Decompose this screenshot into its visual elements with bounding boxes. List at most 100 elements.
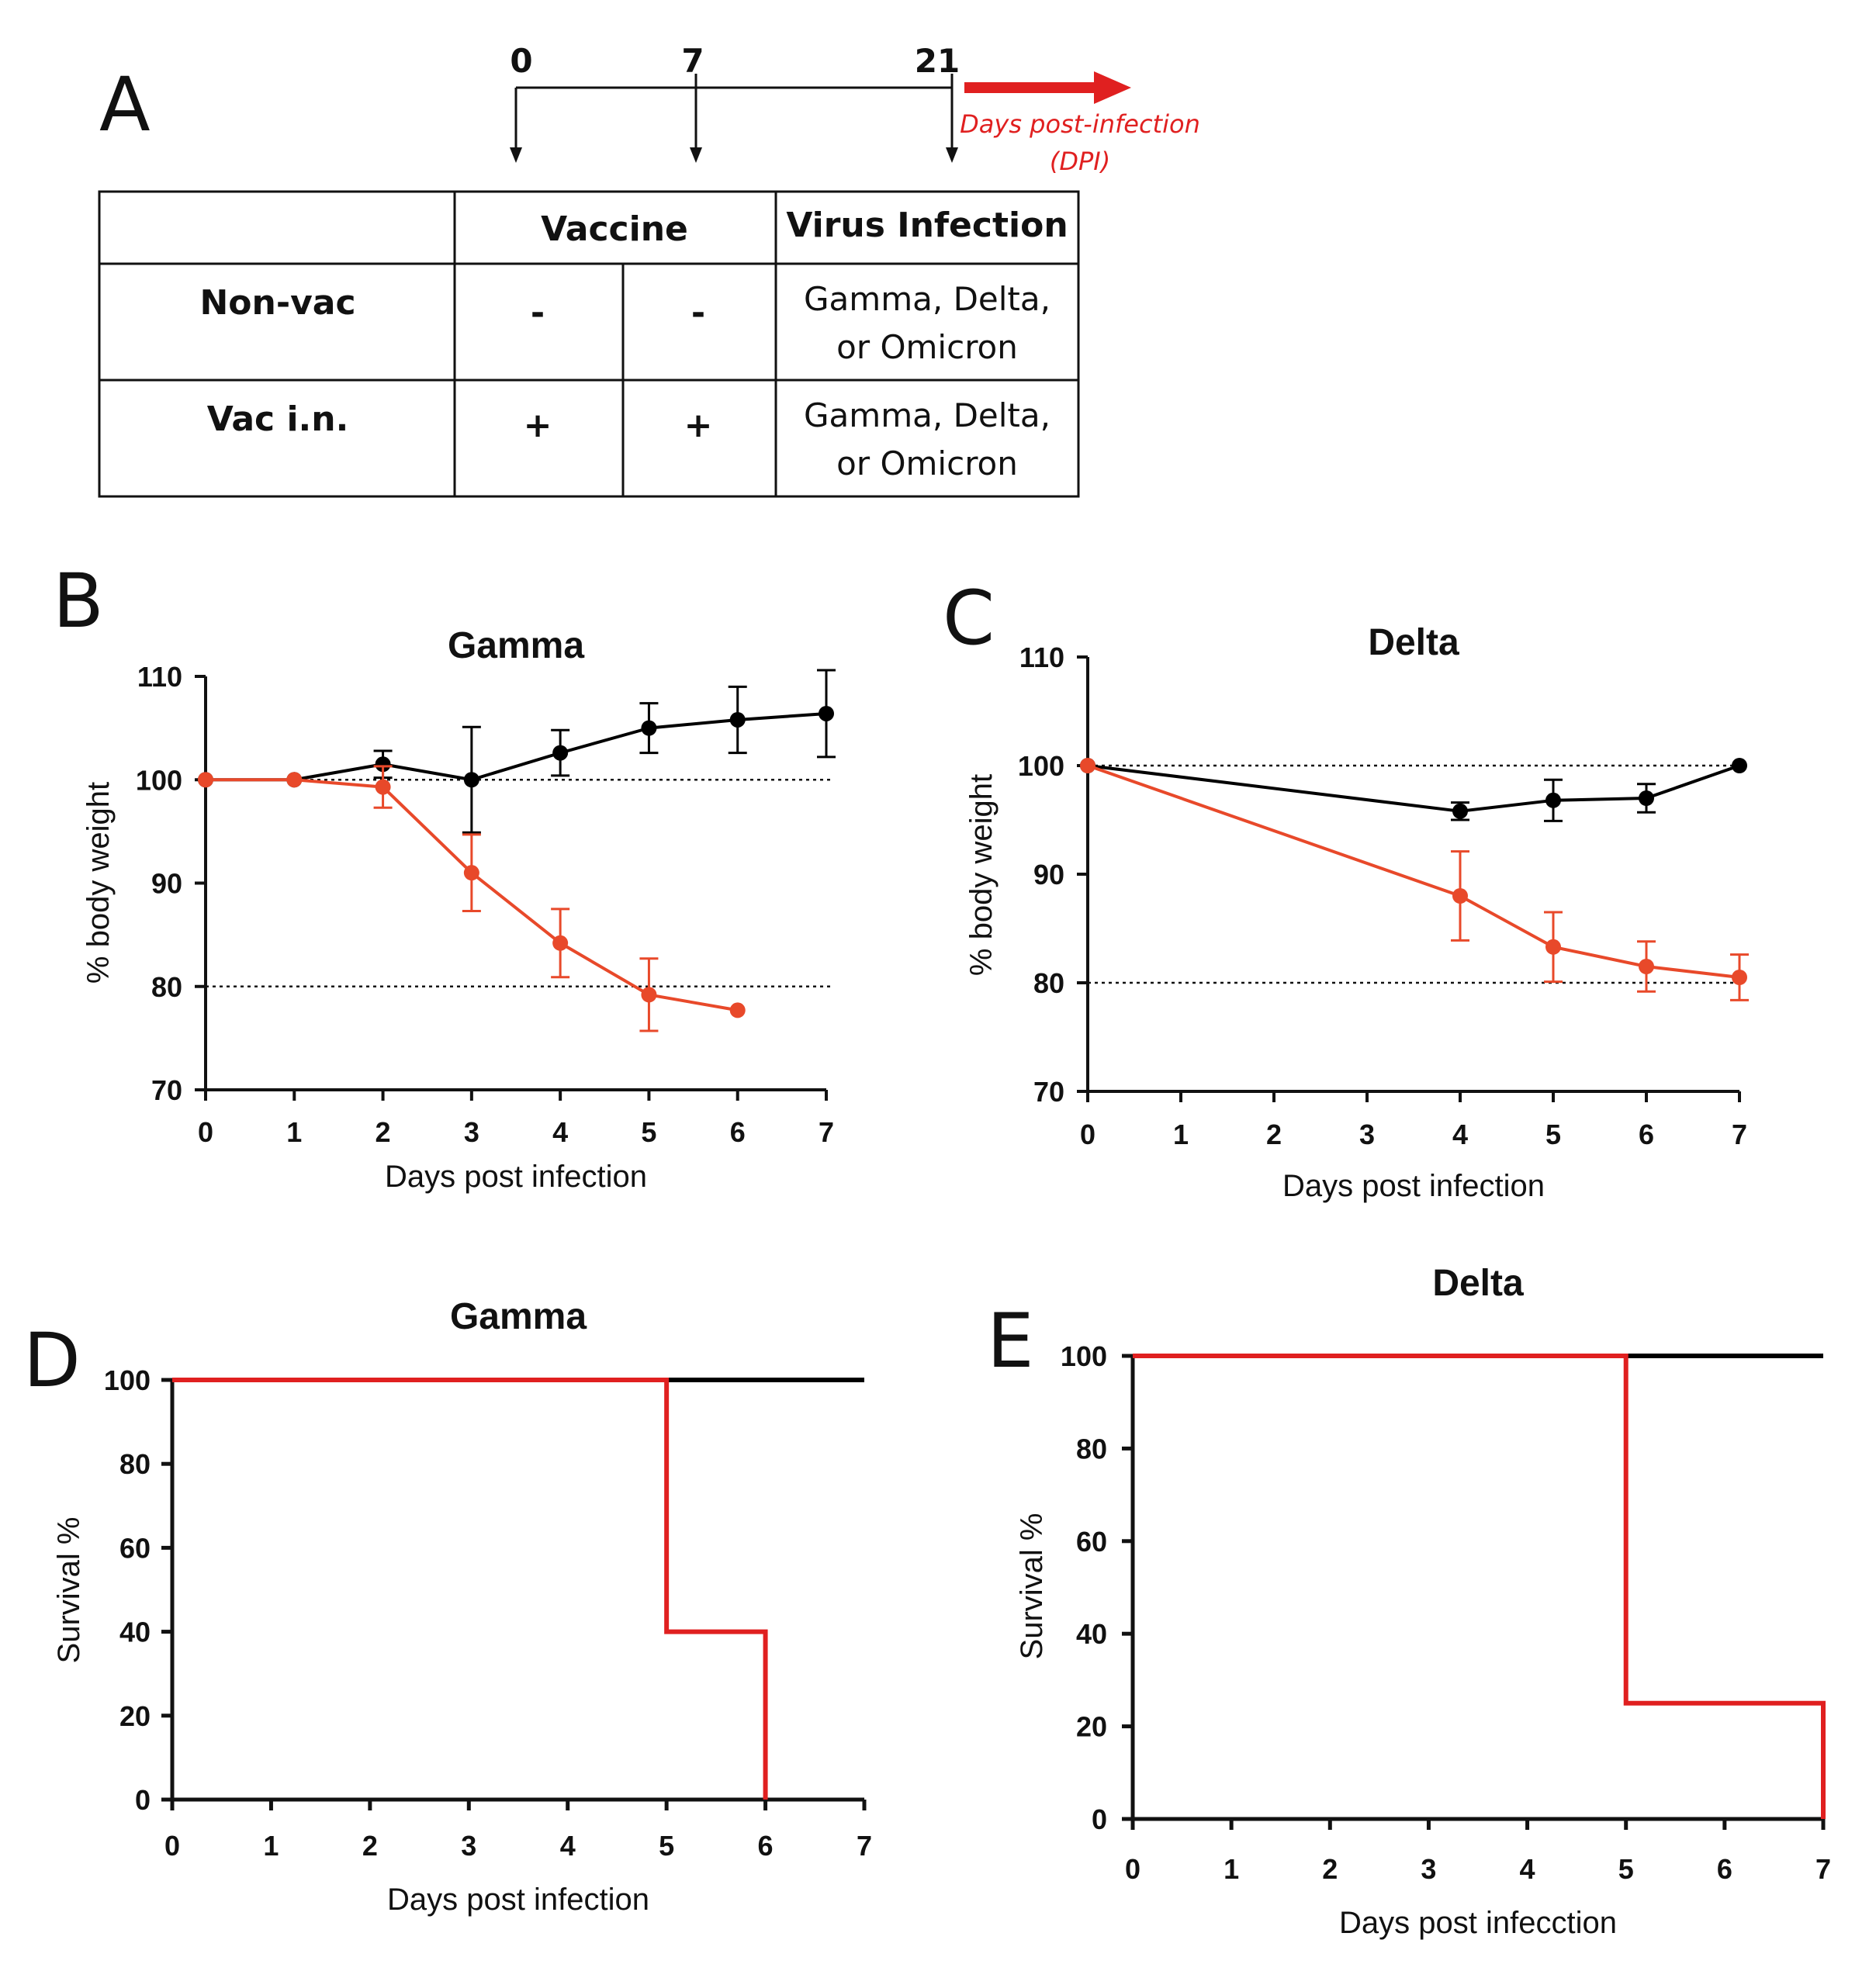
data-point [1080, 758, 1095, 773]
x-axis-label: Days post infection [1282, 1169, 1545, 1203]
weight-chart-gamma: B Gamma 70 80 90 100 110 0 1 2 3 4 5 6 7 Days post infe… [53, 558, 836, 1194]
y-axis-label: % body weight [81, 782, 116, 984]
dpi-label-line1: Days post-infection [960, 109, 1200, 139]
x-tick-label: 2 [1322, 1853, 1338, 1885]
series-non-vac [1133, 1354, 1826, 1819]
x-tick-label: 0 [164, 1830, 180, 1862]
x-tick-label: 0 [1125, 1853, 1140, 1885]
data-point [1545, 939, 1561, 955]
y-tick-label: 0 [1092, 1803, 1107, 1835]
series-non-vac [1080, 758, 1749, 1001]
y-tick-label: 80 [1033, 967, 1064, 999]
panel-a: A 0 7 21 Days post-infection (DPI) Vacci… [98, 42, 1200, 498]
y-axis-label: % body weight [964, 774, 999, 976]
dpi-arrow-shaft [964, 82, 1096, 93]
data-point [286, 772, 303, 788]
row-group-non-vac: Non-vac [199, 283, 355, 323]
x-tick-label: 1 [1224, 1853, 1239, 1885]
x-tick-label: 6 [730, 1116, 746, 1148]
series-line [206, 711, 827, 782]
x-tick-label: 7 [1815, 1853, 1831, 1885]
x-tick-label: 5 [1618, 1853, 1634, 1885]
x-tick-label: 4 [560, 1830, 576, 1862]
y-tick-label: 40 [1076, 1618, 1107, 1650]
y-tick-label: 0 [135, 1784, 151, 1816]
x-axis-label: Days post infection [387, 1883, 649, 1917]
panel-letter-a: A [99, 61, 151, 148]
data-point [1732, 970, 1747, 985]
series-non-vac [172, 1378, 768, 1800]
y-tick-label: 20 [1076, 1711, 1107, 1743]
data-point [1545, 792, 1561, 808]
data-point [463, 865, 479, 881]
x-tick-label: 2 [362, 1830, 378, 1862]
x-tick-label: 5 [641, 1116, 656, 1148]
y-tick-label: 100 [104, 1364, 151, 1396]
data-point [1732, 758, 1747, 773]
series-non-vac [198, 765, 746, 1032]
x-tick-label: 0 [198, 1116, 213, 1148]
data-point [552, 745, 569, 761]
x-tick-label: 4 [1452, 1119, 1468, 1150]
data-point [729, 1002, 746, 1018]
data-point [552, 935, 569, 951]
y-tick-label: 80 [119, 1448, 151, 1480]
x-tick-label: 3 [1421, 1853, 1436, 1885]
x-tick-label: 7 [857, 1830, 872, 1862]
y-tick-label: 80 [151, 971, 182, 1003]
timeline-arrowhead-day21 [946, 147, 958, 163]
y-tick-label: 90 [151, 868, 182, 900]
x-tick-label: 3 [461, 1830, 476, 1862]
x-tick-label: 1 [263, 1830, 279, 1862]
data-point [198, 772, 213, 788]
y-tick-label: 60 [119, 1532, 151, 1564]
survival-step [172, 1378, 768, 1800]
weight-chart-delta: C Delta 70 80 90 100 110 0 1 2 3 4 5 6 7 Days post infe… [943, 575, 1749, 1203]
y-tick-label: 100 [136, 764, 182, 796]
x-tick-label: 5 [659, 1830, 674, 1862]
row-vac-in-dose2: + [684, 406, 713, 445]
x-tick-label: 1 [286, 1116, 302, 1148]
row-vac-in-dose1: + [524, 406, 552, 445]
y-tick-label: 40 [119, 1617, 151, 1648]
y-tick-label: 20 [119, 1700, 151, 1732]
dpi-arrowhead [1094, 71, 1131, 104]
chart-title: Gamma [450, 1296, 587, 1337]
x-tick-label: 3 [464, 1116, 479, 1148]
y-tick-label: 70 [151, 1074, 182, 1106]
timeline-arrowhead-day0 [510, 147, 522, 163]
timeline-day-21: 21 [915, 42, 960, 80]
group-table: Vaccine Virus Infection Non-vac - - Gamm… [98, 190, 1080, 498]
data-point [729, 711, 746, 728]
timeline: 0 7 21 Days post-infection (DPI) [510, 42, 1200, 176]
timeline-day-0: 0 [510, 42, 532, 80]
x-tick-label: 3 [1359, 1119, 1375, 1150]
x-tick-label: 4 [552, 1116, 568, 1148]
panel-letter-d: D [23, 1317, 81, 1404]
y-tick-label: 70 [1033, 1076, 1064, 1108]
row-group-vac-in: Vac i.n. [207, 399, 349, 439]
data-point [641, 720, 657, 736]
y-tick-label: 90 [1033, 859, 1064, 890]
x-tick-label: 5 [1545, 1119, 1561, 1150]
x-tick-label: 2 [376, 1116, 391, 1148]
x-tick-label: 1 [1173, 1119, 1189, 1150]
x-tick-label: 2 [1266, 1119, 1282, 1150]
x-tick-label: 6 [1717, 1853, 1732, 1885]
survival-chart-delta: E Delta 0 20 40 60 80 100 0 1 2 3 4 5 6 7 Days post infe… [987, 1263, 1831, 1940]
row-non-vac-dose2: - [691, 293, 705, 333]
row-non-vac-virus-line1: Gamma, Delta, [804, 280, 1050, 318]
survival-step [1133, 1354, 1826, 1819]
x-tick-label: 7 [1732, 1119, 1747, 1150]
x-tick-label: 6 [1639, 1119, 1654, 1150]
y-axis-label: Survival % [1015, 1513, 1049, 1660]
x-tick-label: 7 [819, 1116, 834, 1148]
data-point [1452, 888, 1468, 904]
data-point [1639, 790, 1654, 806]
panel-letter-e: E [987, 1298, 1034, 1385]
y-axis-label: Survival % [52, 1517, 86, 1664]
survival-chart-gamma: D Gamma 0 20 40 60 80 100 0 1 2 3 4 5 6 7 Days post infe… [23, 1296, 872, 1917]
y-tick-label: 100 [1018, 750, 1064, 782]
chart-title: Gamma [448, 625, 584, 666]
